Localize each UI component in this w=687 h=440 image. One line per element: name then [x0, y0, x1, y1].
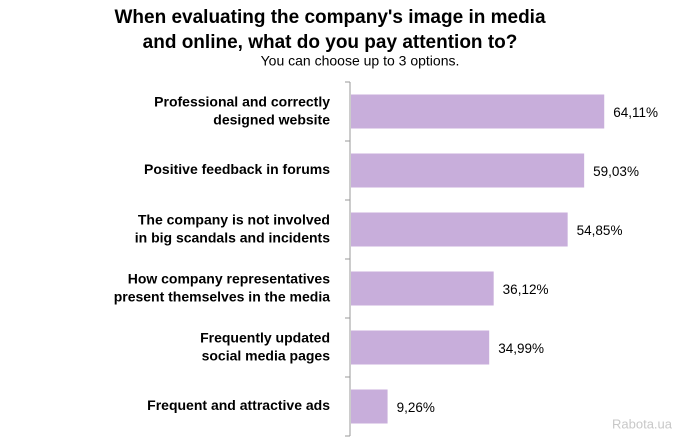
- chart-title: When evaluating the company's image in m…: [114, 7, 545, 53]
- value-label: 34,99%: [498, 341, 544, 356]
- bar: [351, 389, 388, 424]
- bar: [351, 94, 605, 129]
- bar: [351, 212, 568, 247]
- value-label: 54,85%: [577, 223, 623, 238]
- bar: [351, 330, 490, 365]
- source: Rabota.ua: [612, 416, 673, 431]
- category-label: Frequent and attractive ads: [147, 397, 330, 413]
- value-label: 59,03%: [593, 164, 639, 179]
- value-label: 9,26%: [397, 400, 435, 415]
- category-label: Professional and correctly designed websi…: [154, 93, 330, 127]
- bar: [351, 153, 585, 188]
- category-label: Positive feedback in forums: [144, 161, 330, 177]
- value-label: 64,11%: [613, 105, 658, 120]
- category-label: How company representatives present thems…: [114, 270, 331, 304]
- chart-subtitle: You can choose up to 3 options.: [261, 53, 460, 69]
- category-label: Frequently updated social media pages: [200, 329, 330, 363]
- value-label: 36,12%: [503, 282, 549, 297]
- bar: [351, 271, 494, 306]
- category-label: The company is not involved in big scanda…: [135, 211, 330, 245]
